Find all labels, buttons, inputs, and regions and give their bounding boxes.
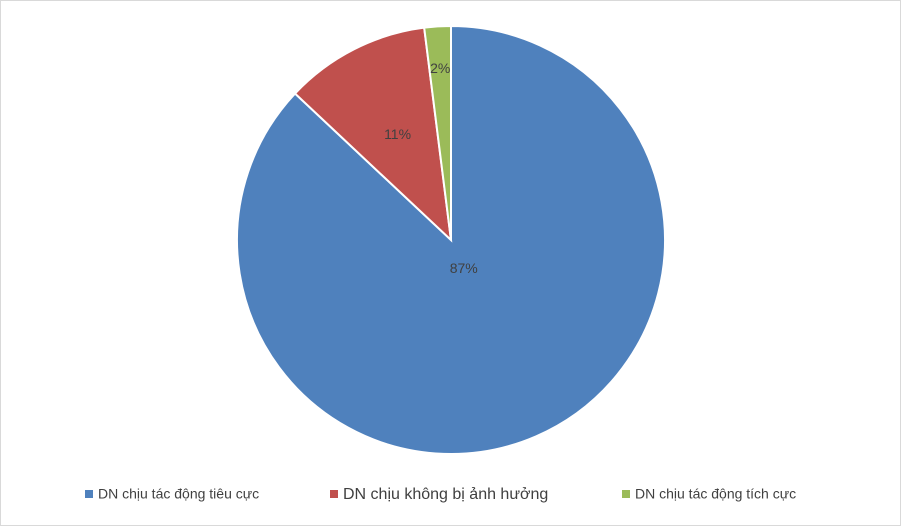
legend-label: DN chịu không bị ảnh hưởng — [343, 486, 548, 503]
pie-slice — [293, 26, 453, 243]
legend-label: DN chịu tác động tiêu cực — [98, 486, 259, 502]
legend-label: DN chịu tác động tích cực — [635, 486, 796, 502]
legend-marker — [330, 490, 338, 498]
data-label: 87% — [450, 260, 478, 276]
pie-slice — [423, 24, 452, 241]
legend-marker — [85, 490, 93, 498]
legend-marker — [622, 490, 630, 498]
data-label: 11% — [384, 126, 411, 142]
data-label: 2% — [430, 60, 450, 76]
